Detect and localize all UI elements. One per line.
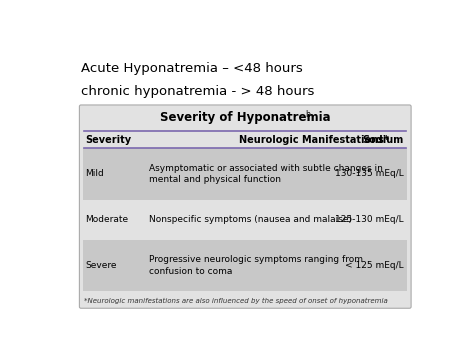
Text: Severity of Hyponatremia: Severity of Hyponatremia — [160, 111, 330, 124]
Text: < 125 mEq/L: < 125 mEq/L — [345, 261, 403, 270]
Text: chronic hyponatremia - > 48 hours: chronic hyponatremia - > 48 hours — [81, 85, 314, 98]
Text: Sodium: Sodium — [362, 135, 403, 144]
Text: 130-135 mEq/L: 130-135 mEq/L — [335, 169, 403, 178]
Text: Severe: Severe — [86, 261, 117, 270]
Text: Moderate: Moderate — [86, 215, 129, 224]
Text: 125-130 mEq/L: 125-130 mEq/L — [335, 215, 403, 224]
Text: Mild: Mild — [86, 169, 104, 178]
Text: Nonspecific symptoms (nausea and malaise): Nonspecific symptoms (nausea and malaise… — [149, 215, 352, 224]
Bar — [83, 240, 407, 291]
Text: b: b — [306, 110, 310, 119]
Text: *Neurologic manifestations are also influenced by the speed of onset of hyponatr: *Neurologic manifestations are also infl… — [84, 297, 388, 304]
Text: Acute Hyponatremia – <48 hours: Acute Hyponatremia – <48 hours — [81, 62, 303, 75]
Bar — [83, 148, 407, 200]
Text: Severity: Severity — [86, 135, 132, 144]
Text: Progressive neurologic symptoms ranging from
confusion to coma: Progressive neurologic symptoms ranging … — [149, 256, 363, 275]
FancyBboxPatch shape — [80, 105, 411, 308]
Text: Asymptomatic or associated with subtle changes in
mental and physical function: Asymptomatic or associated with subtle c… — [149, 164, 383, 184]
Text: Neurologic Manifestations*: Neurologic Manifestations* — [238, 135, 388, 144]
